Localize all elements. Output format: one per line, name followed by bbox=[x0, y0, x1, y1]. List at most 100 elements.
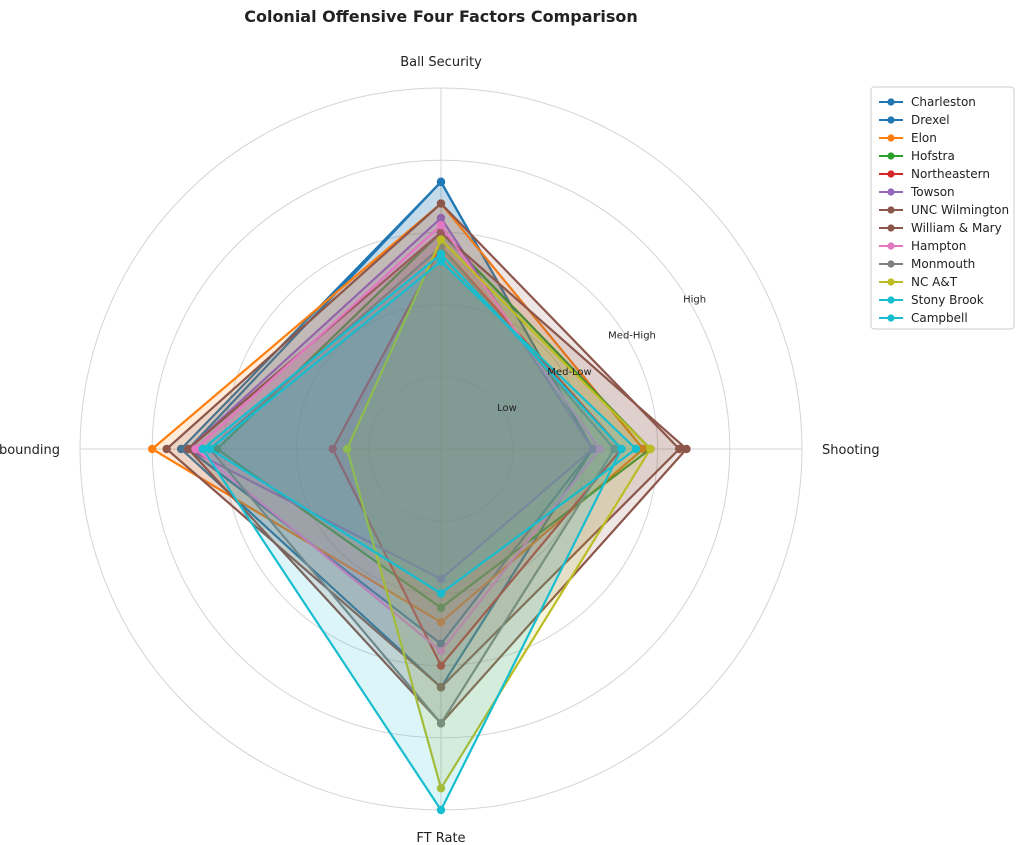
series-area bbox=[188, 232, 687, 724]
data-point bbox=[638, 444, 648, 454]
data-point bbox=[436, 639, 446, 649]
data-point bbox=[617, 444, 626, 454]
legend-marker bbox=[887, 134, 895, 142]
series-area bbox=[210, 261, 636, 594]
legend-item-unc-wilmington: UNC Wilmington bbox=[879, 203, 1009, 217]
legend-marker bbox=[887, 98, 895, 106]
data-point bbox=[595, 444, 605, 454]
data-point bbox=[436, 805, 446, 815]
data-point bbox=[436, 589, 446, 598]
series-area bbox=[195, 225, 600, 652]
data-point bbox=[588, 444, 597, 454]
axis-label: Shooting bbox=[822, 443, 880, 458]
legend-marker bbox=[887, 242, 895, 250]
legend-item-charleston: Charleston bbox=[879, 95, 976, 109]
data-point bbox=[436, 646, 446, 656]
chart-title: Colonial Offensive Four Factors Comparis… bbox=[244, 7, 638, 26]
data-point bbox=[436, 177, 446, 187]
legend-label: William & Mary bbox=[911, 221, 1002, 235]
legend-label: Drexel bbox=[911, 113, 950, 127]
data-point bbox=[436, 199, 446, 208]
legend-label: NC A&T bbox=[911, 275, 958, 289]
ring-label: Med-High bbox=[608, 331, 656, 342]
legend-item-monmouth: Monmouth bbox=[879, 257, 975, 271]
legend-label: Monmouth bbox=[911, 257, 975, 271]
data-point bbox=[436, 683, 446, 692]
legend-label: Towson bbox=[910, 185, 955, 199]
legend-item-towson: Towson bbox=[879, 185, 955, 199]
series-campbell bbox=[198, 249, 626, 815]
data-point bbox=[436, 213, 446, 223]
legend-label: Stony Brook bbox=[911, 293, 984, 307]
legend-item-hampton: Hampton bbox=[879, 239, 966, 253]
data-point bbox=[184, 444, 193, 454]
data-point bbox=[436, 220, 446, 230]
data-point bbox=[436, 719, 446, 728]
series-stony-brook bbox=[205, 257, 641, 598]
axis-label: Ball Security bbox=[400, 55, 482, 70]
data-point bbox=[436, 618, 446, 627]
legend-label: Campbell bbox=[911, 311, 968, 325]
legend-label: UNC Wilmington bbox=[911, 203, 1009, 217]
legend-item-campbell: Campbell bbox=[879, 311, 968, 325]
series-unc-wilmington bbox=[162, 199, 684, 692]
axis-label: Off Rebounding bbox=[0, 443, 60, 458]
legend-marker bbox=[887, 314, 895, 322]
data-point bbox=[436, 249, 446, 259]
data-point bbox=[342, 444, 352, 454]
data-point bbox=[191, 444, 200, 454]
legend-label: Charleston bbox=[911, 95, 976, 109]
legend-marker bbox=[887, 296, 895, 304]
data-point bbox=[328, 444, 337, 454]
series-area bbox=[152, 203, 644, 623]
legend-item-elon: Elon bbox=[879, 131, 937, 145]
ring-label: Med-Low bbox=[547, 367, 591, 378]
data-point bbox=[631, 444, 641, 454]
data-point bbox=[436, 661, 446, 670]
data-point bbox=[148, 444, 157, 454]
series-hampton bbox=[191, 220, 605, 656]
series-nc-a-t bbox=[342, 235, 655, 793]
legend-item-stony-brook: Stony Brook bbox=[879, 293, 984, 307]
data-point bbox=[436, 235, 446, 244]
legend-item-northeastern: Northeastern bbox=[879, 167, 990, 181]
legend: Charleston Drexel Elon Hofstra Northeastern T… bbox=[870, 86, 1015, 330]
data-point bbox=[198, 444, 207, 454]
legend-item-drexel: Drexel bbox=[879, 113, 950, 127]
data-point bbox=[436, 603, 446, 613]
legend-marker bbox=[887, 170, 895, 178]
series-area bbox=[347, 239, 651, 789]
data-point bbox=[610, 444, 619, 454]
series-area bbox=[166, 203, 680, 688]
series-area bbox=[202, 254, 622, 811]
ring-label: Low bbox=[497, 403, 517, 414]
legend-marker bbox=[887, 188, 895, 196]
legend-marker bbox=[887, 224, 895, 232]
data-point bbox=[436, 784, 446, 793]
legend-label: Hofstra bbox=[911, 149, 955, 163]
legend-label: Northeastern bbox=[911, 167, 990, 181]
legend-marker bbox=[887, 116, 895, 124]
series-layer bbox=[148, 177, 691, 815]
axis-labels: Low Med-Low Med-High High Ball Security Shoot… bbox=[0, 55, 880, 845]
data-point bbox=[675, 444, 684, 454]
data-point bbox=[646, 444, 655, 454]
axis-label: FT Rate bbox=[416, 831, 465, 845]
legend-item-nc-a-t: NC A&T bbox=[879, 275, 958, 289]
data-point bbox=[162, 444, 171, 454]
legend-marker bbox=[887, 260, 895, 268]
legend-marker bbox=[887, 152, 895, 160]
data-point bbox=[436, 228, 446, 237]
legend-frame bbox=[870, 86, 1015, 330]
legend-marker bbox=[887, 278, 895, 286]
ring-label: High bbox=[683, 295, 706, 306]
legend-label: Hampton bbox=[911, 239, 966, 253]
series-area bbox=[217, 232, 651, 608]
legend-item-william-mary: William & Mary bbox=[879, 221, 1002, 235]
data-point bbox=[205, 444, 215, 454]
data-point bbox=[176, 444, 186, 454]
legend-label: Elon bbox=[911, 131, 937, 145]
legend-marker bbox=[887, 206, 895, 214]
data-point bbox=[682, 444, 691, 454]
